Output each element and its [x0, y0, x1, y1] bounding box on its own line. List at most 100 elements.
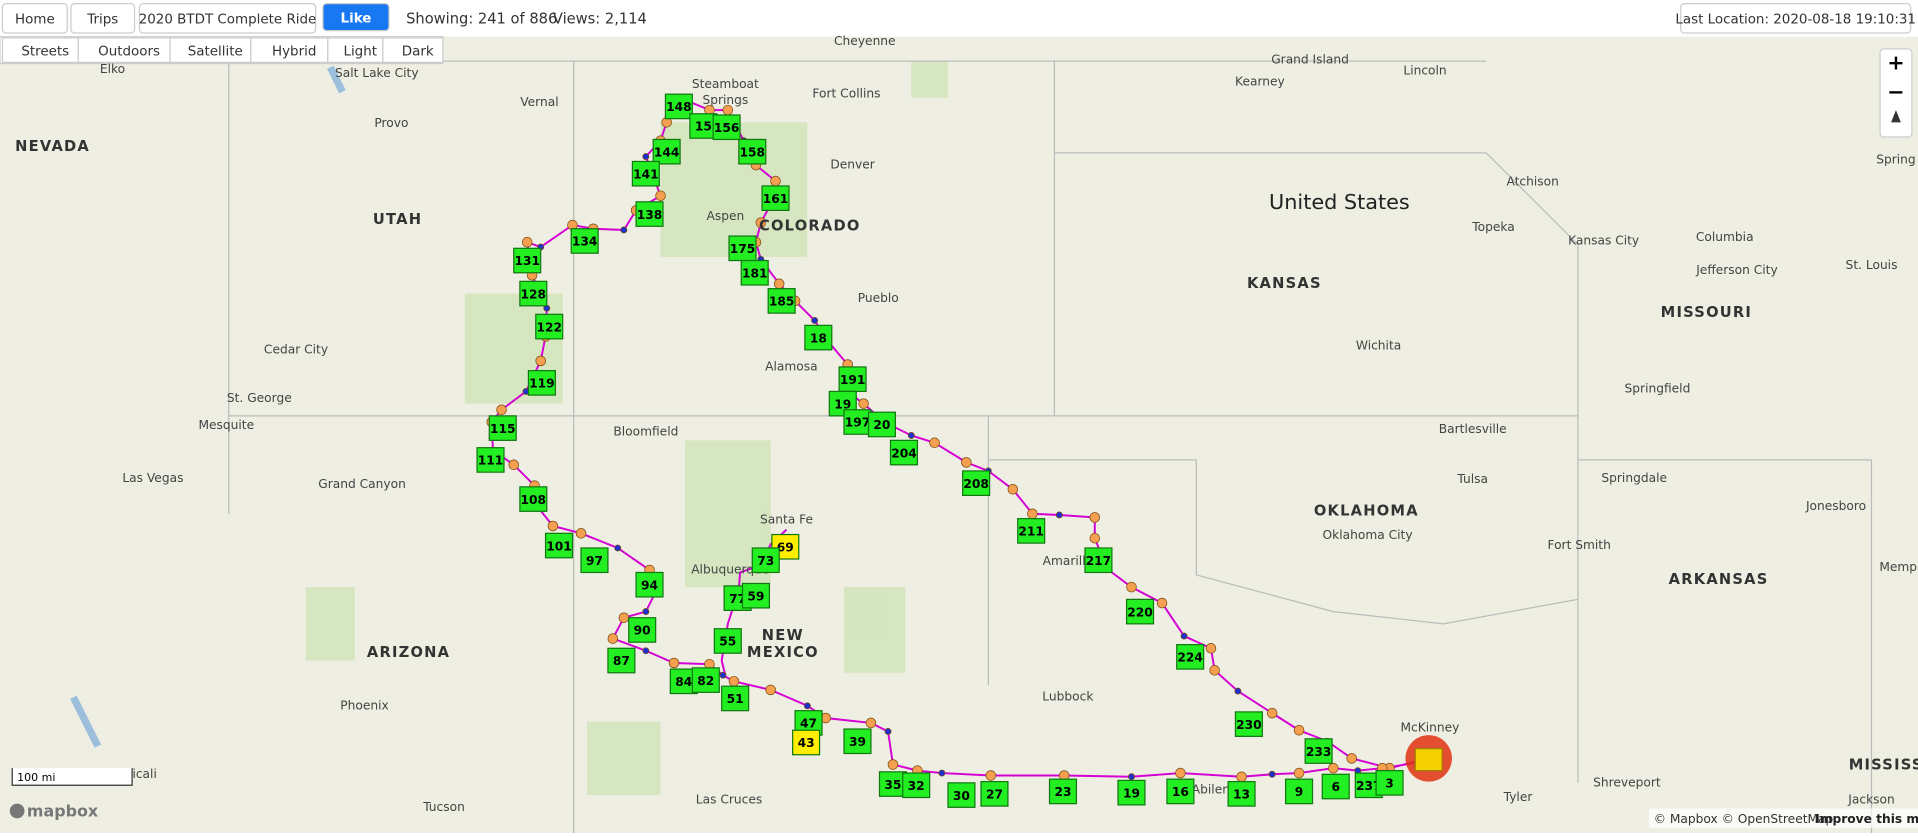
trip-marker[interactable]	[635, 201, 664, 227]
zoom-in[interactable]: +	[1887, 51, 1904, 75]
route-point[interactable]	[1126, 581, 1137, 593]
trip-marker-label[interactable]: 97	[586, 554, 603, 568]
route-point[interactable]	[1180, 632, 1188, 640]
trip-marker-label[interactable]: 16	[1172, 785, 1189, 799]
route-point[interactable]	[985, 770, 997, 781]
trip-marker-label[interactable]: 94	[641, 578, 658, 592]
zoom-out[interactable]: −	[1887, 80, 1904, 104]
trip-marker-label[interactable]: 47	[800, 717, 817, 731]
trip-marker[interactable]	[838, 366, 867, 393]
route-point[interactable]	[865, 717, 877, 729]
trip-marker[interactable]	[980, 781, 1009, 807]
last-location[interactable]	[1680, 3, 1912, 34]
trip-marker[interactable]	[878, 771, 908, 797]
trip-marker-label[interactable]: 230	[1236, 718, 1262, 732]
trip-select-label[interactable]: 2020 BTDT Complete Ride	[139, 13, 317, 28]
route-point[interactable]	[1234, 687, 1242, 695]
route-point[interactable]	[961, 457, 972, 468]
trip-marker[interactable]	[535, 313, 564, 340]
trip-marker[interactable]	[689, 113, 718, 139]
trip-marker-label[interactable]: 82	[697, 674, 714, 688]
trip-marker[interactable]	[544, 532, 574, 559]
trip-marker-label[interactable]: 43	[798, 736, 815, 750]
route-point[interactable]	[1268, 770, 1276, 778]
trip-marker-label[interactable]: 158	[740, 145, 766, 159]
trip-marker[interactable]	[902, 772, 931, 799]
trip-marker[interactable]	[728, 235, 757, 262]
route-point[interactable]	[1209, 665, 1220, 676]
route-point[interactable]	[1089, 512, 1101, 523]
route-point[interactable]	[1236, 771, 1247, 782]
trip-marker-label[interactable]: 108	[521, 493, 547, 507]
trip-marker[interactable]	[1084, 547, 1113, 574]
trip-marker-label[interactable]: 27	[986, 788, 1003, 802]
trip-marker[interactable]	[1234, 711, 1263, 737]
trip-marker[interactable]	[635, 571, 664, 598]
trip-marker[interactable]	[519, 280, 548, 307]
trip-marker-label[interactable]: 233	[1306, 745, 1332, 759]
trip-marker-label[interactable]: 18	[810, 331, 827, 345]
layer-button[interactable]	[250, 37, 329, 63]
trip-marker-label[interactable]: 211	[1018, 525, 1044, 539]
last-location-label[interactable]: Last Location: 2020-08-18 19:10:31	[1675, 13, 1916, 28]
trip-marker[interactable]	[1284, 778, 1314, 805]
trip-marker-label[interactable]: 138	[637, 208, 663, 222]
trip-marker[interactable]	[607, 647, 636, 674]
trip-marker[interactable]	[1048, 778, 1078, 805]
route-point[interactable]	[938, 769, 946, 777]
trip-marker-label[interactable]: 185	[769, 295, 795, 309]
trip-marker-label[interactable]: 90	[634, 624, 651, 638]
trip-marker-label[interactable]: 101	[546, 539, 572, 553]
trip-marker[interactable]	[1227, 781, 1256, 807]
route-point[interactable]	[1346, 753, 1357, 764]
trip-marker-label[interactable]: 224	[1177, 651, 1203, 665]
layer-label[interactable]: Satellite	[188, 44, 243, 59]
route-point[interactable]	[668, 657, 680, 669]
trip-marker-label[interactable]: 175	[730, 242, 756, 256]
trip-marker-label[interactable]: 217	[1086, 554, 1112, 568]
trip-marker[interactable]	[691, 667, 720, 693]
route-point[interactable]	[496, 404, 507, 416]
route-point[interactable]	[642, 153, 650, 160]
trip-marker[interactable]	[1375, 770, 1404, 796]
layer-button[interactable]	[327, 37, 384, 63]
route-point[interactable]	[1055, 511, 1063, 519]
route-point[interactable]	[1089, 532, 1101, 544]
route-point[interactable]	[755, 217, 767, 228]
route-point[interactable]	[858, 398, 869, 409]
route-point[interactable]	[765, 684, 776, 696]
trip-marker-label[interactable]: 69	[777, 540, 794, 554]
trip-marker-label[interactable]: 111	[478, 454, 504, 468]
trip-marker-label[interactable]: 87	[613, 654, 630, 668]
trip-marker-label[interactable]: 15	[695, 120, 712, 134]
trip-marker-label[interactable]: 30	[953, 789, 970, 803]
trip-marker[interactable]	[527, 370, 556, 396]
trip-marker[interactable]	[843, 728, 872, 755]
trip-marker[interactable]	[631, 160, 660, 187]
improve-link[interactable]: Improve this map	[1815, 812, 1918, 826]
route-point[interactable]	[1027, 508, 1038, 520]
trip-marker-label[interactable]: 39	[849, 735, 866, 749]
trip-marker[interactable]	[628, 617, 657, 643]
route-point[interactable]	[1007, 484, 1019, 495]
trip-marker[interactable]	[947, 782, 976, 808]
trip-marker[interactable]	[740, 259, 769, 286]
attribution[interactable]: © Mapbox © OpenStreetMap	[1654, 812, 1834, 826]
route-point[interactable]	[642, 608, 650, 616]
trips-button-label[interactable]: Trips	[86, 13, 118, 28]
trip-marker[interactable]	[488, 415, 517, 441]
trip-marker-label[interactable]: 134	[572, 235, 598, 249]
trip-marker-label[interactable]: 181	[742, 266, 768, 280]
trip-marker-label[interactable]: 208	[963, 477, 989, 491]
route-point[interactable]	[1293, 724, 1305, 736]
trip-marker-label[interactable]: 55	[719, 635, 736, 649]
trip-marker[interactable]	[889, 439, 919, 466]
home-button[interactable]	[1, 3, 68, 34]
trip-marker-label[interactable]: 148	[666, 100, 692, 114]
route-point[interactable]	[811, 317, 819, 324]
route-point[interactable]	[1293, 767, 1305, 779]
trip-marker-label[interactable]: 115	[490, 422, 516, 436]
trip-marker[interactable]	[652, 138, 681, 165]
route-point[interactable]	[620, 226, 628, 234]
route-point[interactable]	[1156, 597, 1168, 609]
